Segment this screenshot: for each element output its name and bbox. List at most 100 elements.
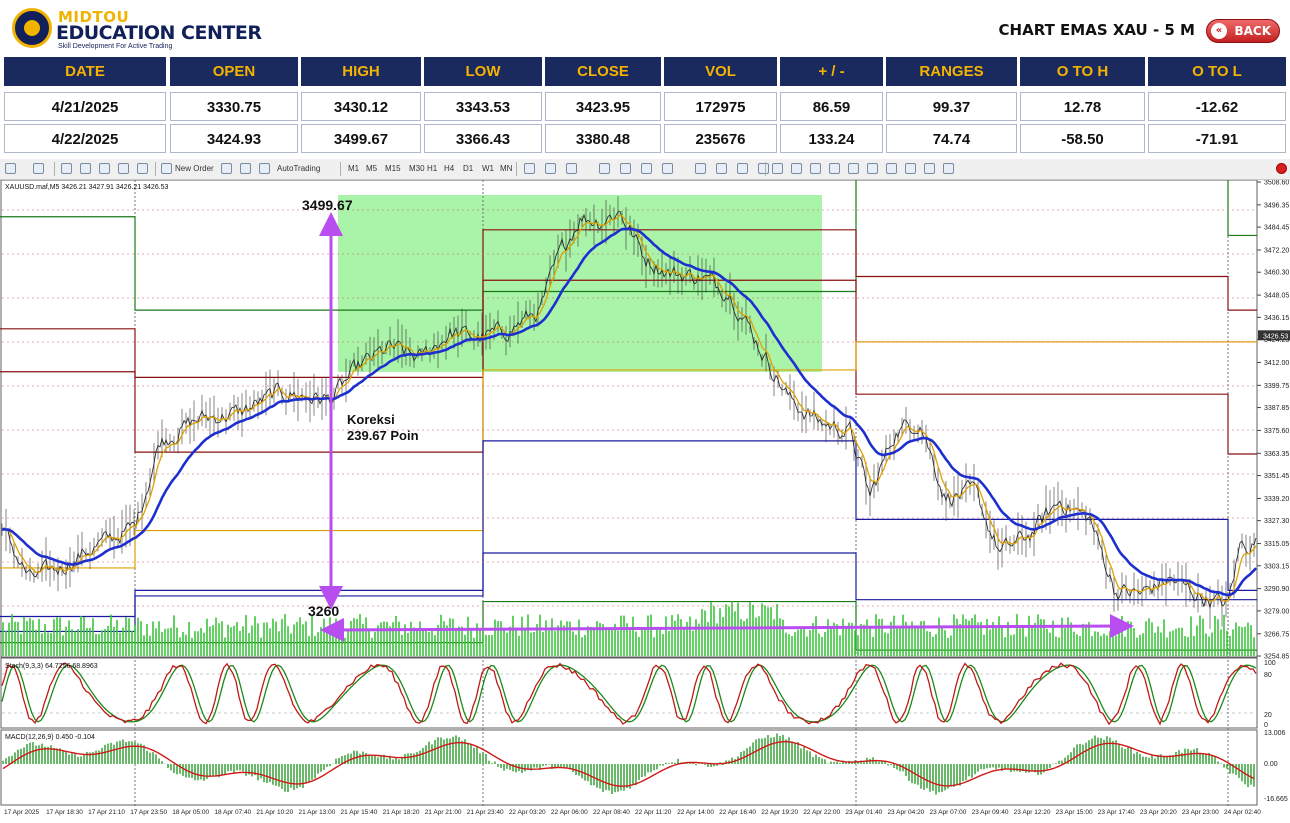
- tile-windows-icon[interactable]: [641, 163, 652, 174]
- time-horizontal-arrow: [320, 614, 1134, 642]
- timeframe-m30-button[interactable]: M30: [409, 164, 425, 173]
- time-axis-label: 17 Apr 23:50: [130, 809, 167, 816]
- column-header: OPEN: [170, 57, 298, 86]
- time-axis-label: 23 Apr 17:40: [1098, 809, 1135, 816]
- table-cell: 3499.67: [301, 124, 421, 153]
- time-axis-label: 17 Apr 18:30: [46, 809, 83, 816]
- price-axis-label: 3375.60: [1264, 428, 1289, 435]
- period-icon[interactable]: [737, 163, 748, 174]
- table-cell: -12.62: [1148, 92, 1286, 121]
- table-cell: 4/21/2025: [4, 92, 166, 121]
- timeframe-h1-button[interactable]: H1: [427, 164, 438, 173]
- column-header: DATE: [4, 57, 166, 86]
- price-axis-label: 3472.20: [1264, 247, 1289, 254]
- back-arrow-icon: «: [1211, 23, 1227, 39]
- pivot-r2-line: [0, 229, 1257, 378]
- cursor-icon[interactable]: [772, 163, 783, 174]
- autotrading-button[interactable]: AutoTrading: [277, 164, 321, 173]
- stoch-axis-label: 80: [1264, 672, 1272, 679]
- experts-icon[interactable]: [240, 163, 251, 174]
- tester-icon[interactable]: [118, 163, 129, 174]
- logo-main-text: EDUCATION CENTER: [56, 22, 262, 44]
- annotation-low-label: 3260: [308, 603, 339, 619]
- time-axis-label: 17 Apr 2025: [4, 809, 39, 816]
- table-cell: 3430.12: [301, 92, 421, 121]
- timeframe-m1-button[interactable]: M1: [348, 164, 360, 173]
- table-cell: 133.24: [780, 124, 883, 153]
- table-row: 4/22/2025 3424.93 3499.67 3366.43 3380.48 235…: [4, 124, 1286, 153]
- macd-axis-label: 13.006: [1264, 730, 1286, 737]
- autotrading-icon[interactable]: [259, 163, 270, 174]
- new-chart-icon[interactable]: [5, 163, 16, 174]
- current-price-marker: [1258, 330, 1290, 341]
- alert-icon[interactable]: [1276, 163, 1287, 174]
- time-axis-label: 21 Apr 10:20: [256, 809, 293, 816]
- timeframe-mn-button[interactable]: MN: [500, 164, 513, 173]
- vertical-line-icon[interactable]: [810, 163, 821, 174]
- time-axis-label: 22 Apr 11:20: [635, 809, 672, 816]
- timeframe-d1-button[interactable]: D1: [463, 164, 474, 173]
- templates-icon[interactable]: [758, 163, 769, 174]
- profiles-icon[interactable]: [33, 163, 44, 174]
- fibonacci-icon[interactable]: [886, 163, 897, 174]
- timeframe-m5-button[interactable]: M5: [366, 164, 378, 173]
- column-header: LOW: [424, 57, 542, 86]
- new-order-icon[interactable]: [161, 163, 172, 174]
- zoom-in-icon[interactable]: [599, 163, 610, 174]
- metaeditor-icon[interactable]: [221, 163, 232, 174]
- time-axis-label: 23 Apr 23:00: [1182, 809, 1219, 816]
- candle-chart-icon[interactable]: [545, 163, 556, 174]
- new-order-button[interactable]: New Order: [175, 164, 214, 173]
- pivot-s2-line: [0, 552, 1257, 633]
- stoch-label: Stoch(9,3,3) 64.7256 68.8963: [5, 663, 98, 670]
- indicators-icon[interactable]: [716, 163, 727, 174]
- annotation-high-label: 3499.67: [302, 197, 353, 213]
- time-axis-label: 23 Apr 12:20: [1014, 809, 1051, 816]
- price-axis-label: 3327.30: [1264, 518, 1289, 525]
- column-header: HIGH: [301, 57, 421, 86]
- timeframe-w1-button[interactable]: W1: [482, 164, 494, 173]
- navigator-icon[interactable]: [80, 163, 91, 174]
- stoch-main-line: [1, 662, 1257, 726]
- column-header: O TO H: [1020, 57, 1145, 86]
- logo-tagline: Skill Development For Active Trading: [58, 43, 173, 50]
- symbol-info: XAUUSD.maf,M5 3426.21 3427.91 3426.21 34…: [5, 184, 169, 191]
- channel-icon[interactable]: [867, 163, 878, 174]
- zoom-out-icon[interactable]: [620, 163, 631, 174]
- toolbar-divider: [765, 162, 766, 176]
- chart-shift-icon[interactable]: [695, 163, 706, 174]
- header: MIDTOU EDUCATION CENTER Skill Developmen…: [0, 0, 1290, 56]
- price-axis-label: 3266.75: [1264, 631, 1289, 638]
- price-axis-label: 3339.20: [1264, 496, 1289, 503]
- autoscroll-icon[interactable]: [662, 163, 673, 174]
- toolbar-divider: [340, 162, 341, 176]
- correction-label: Koreksi: [347, 412, 395, 427]
- bar-chart-icon[interactable]: [524, 163, 535, 174]
- price-axis-label: 3448.05: [1264, 293, 1289, 300]
- table-cell: 3424.93: [170, 124, 298, 153]
- time-axis-label: 21 Apr 18:20: [383, 809, 420, 816]
- back-button[interactable]: « BACK: [1206, 19, 1280, 43]
- line-chart-icon[interactable]: [566, 163, 577, 174]
- text-icon[interactable]: [905, 163, 916, 174]
- terminal-icon[interactable]: [99, 163, 110, 174]
- time-axis-label: 23 Apr 01:40: [845, 809, 882, 816]
- trendline-icon[interactable]: [848, 163, 859, 174]
- time-axis-label: 21 Apr 21:00: [425, 809, 462, 816]
- history-icon[interactable]: [137, 163, 148, 174]
- time-axis-label: 18 Apr 05:00: [172, 809, 209, 816]
- horizontal-line-icon[interactable]: [829, 163, 840, 174]
- current-price-label: 3426.53: [1263, 333, 1288, 340]
- market-watch-icon[interactable]: [61, 163, 72, 174]
- crosshair-icon[interactable]: [791, 163, 802, 174]
- shapes-icon[interactable]: [943, 163, 954, 174]
- time-axis-label: 22 Apr 19:20: [761, 809, 798, 816]
- timeframe-m15-button[interactable]: M15: [385, 164, 401, 173]
- label-icon[interactable]: [924, 163, 935, 174]
- price-axis-label: 3460.30: [1264, 270, 1289, 277]
- macd-label: MACD(12,26,9) 0.450 -0.104: [5, 734, 95, 741]
- platform-toolbar: New Order AutoTrading M1 M5 M15 M30 H1 H4 D1 W1 MN: [0, 159, 1290, 180]
- time-axis-label: 22 Apr 16:40: [719, 809, 756, 816]
- stoch-axis-label: 0: [1264, 722, 1268, 729]
- timeframe-h4-button[interactable]: H4: [444, 164, 455, 173]
